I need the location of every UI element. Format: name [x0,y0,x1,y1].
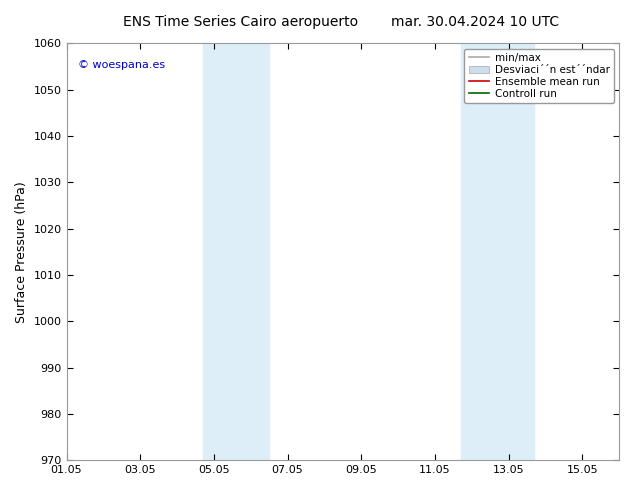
Bar [203,44,269,460]
Text: mar. 30.04.2024 10 UTC: mar. 30.04.2024 10 UTC [391,15,560,29]
Legend: min/max, Desviaci´´n est´´ndar, Ensemble mean run, Controll run: min/max, Desviaci´´n est´´ndar, Ensemble… [465,49,614,103]
Text: ENS Time Series Cairo aeropuerto: ENS Time Series Cairo aeropuerto [124,15,358,29]
Bar [461,44,534,460]
Y-axis label: Surface Pressure (hPa): Surface Pressure (hPa) [15,181,28,323]
Text: © woespana.es: © woespana.es [77,60,165,70]
